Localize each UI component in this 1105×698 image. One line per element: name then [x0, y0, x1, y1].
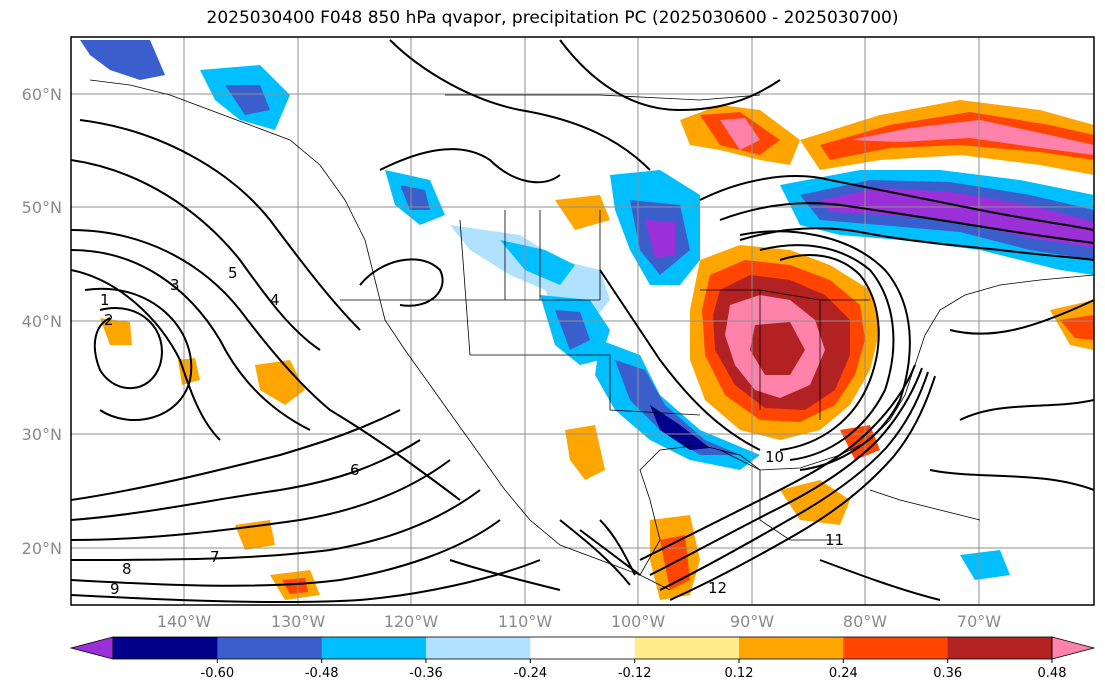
contour-label: 12 [708, 579, 727, 597]
colorbar-tick-label: -0.48 [305, 666, 339, 681]
lat-label: 50°N [22, 198, 62, 217]
contours [71, 39, 1094, 604]
colorbar-segment [739, 637, 844, 659]
lon-axis: 140°W 130°W 120°W 110°W 100°W 90°W 80°W … [157, 612, 1001, 631]
coastlines [89, 79, 1094, 591]
contour-label: 5 [228, 264, 238, 282]
colorbar-segment [217, 637, 323, 659]
colorbar-segment [634, 637, 740, 659]
colorbar-segment [113, 637, 218, 659]
contour-labels: 1 2 3 4 5 6 7 8 9 10 11 12 [100, 264, 844, 598]
lat-axis: 60°N 50°N 40°N 30°N 20°N [22, 85, 62, 558]
contour-label: 6 [350, 461, 360, 479]
colorbar-frame [112, 636, 1053, 660]
colorbar-tick-label: 0.36 [933, 666, 962, 681]
colorbar-segment [530, 637, 636, 659]
precip-shading [80, 40, 1094, 600]
contour-label: 7 [210, 548, 220, 566]
lat-label: 30°N [22, 425, 62, 444]
lon-label: 70°W [957, 612, 1001, 631]
lat-label: 40°N [22, 312, 62, 331]
map-content: 1 2 3 4 5 6 7 8 9 10 11 12 [71, 37, 1094, 605]
contour-label: 11 [825, 531, 844, 549]
colorbar-segment [321, 637, 427, 659]
lon-label: 130°W [271, 612, 326, 631]
lat-label: 20°N [22, 539, 62, 558]
colorbar-tick-label: 0.12 [725, 666, 754, 681]
contour-label: 4 [270, 291, 280, 309]
colorbar-tick-label: -0.12 [618, 666, 652, 681]
lon-label: 100°W [611, 612, 666, 631]
lon-label: 110°W [498, 612, 553, 631]
lon-label: 120°W [384, 612, 439, 631]
colorbar-tick-label: 0.48 [1038, 666, 1067, 681]
colorbar-extend-low [69, 636, 114, 660]
colorbar-segment [426, 637, 531, 659]
colorbar-tick-label: -0.36 [409, 666, 443, 681]
colorbar-tick-label: -0.60 [201, 666, 235, 681]
colorbar-segment [843, 637, 949, 659]
lat-label: 60°N [22, 85, 62, 104]
colorbar-extend-high [1051, 636, 1096, 660]
contour-label: 3 [170, 276, 180, 294]
lon-label: 140°W [157, 612, 212, 631]
colorbar-segment [947, 637, 1053, 659]
colorbar-tick-label: 0.24 [829, 666, 858, 681]
contour-label: 10 [765, 448, 784, 466]
colorbar-tick-label: -0.24 [514, 666, 548, 681]
contour-label: 1 [100, 291, 110, 309]
contour-label: 2 [104, 311, 114, 329]
contour-label: 9 [110, 580, 120, 598]
map-frame [70, 36, 1095, 606]
graticule [71, 37, 1094, 605]
contour-label: 8 [122, 560, 132, 578]
colorbar: -0.60 -0.48 -0.36 -0.24 -0.12 0.12 0.24 0.36 0.4… [69, 636, 1096, 681]
plot-title: 2025030400 F048 850 hPa qvapor, precipit… [206, 8, 899, 28]
lon-label: 80°W [843, 612, 887, 631]
lon-label: 90°W [730, 612, 774, 631]
